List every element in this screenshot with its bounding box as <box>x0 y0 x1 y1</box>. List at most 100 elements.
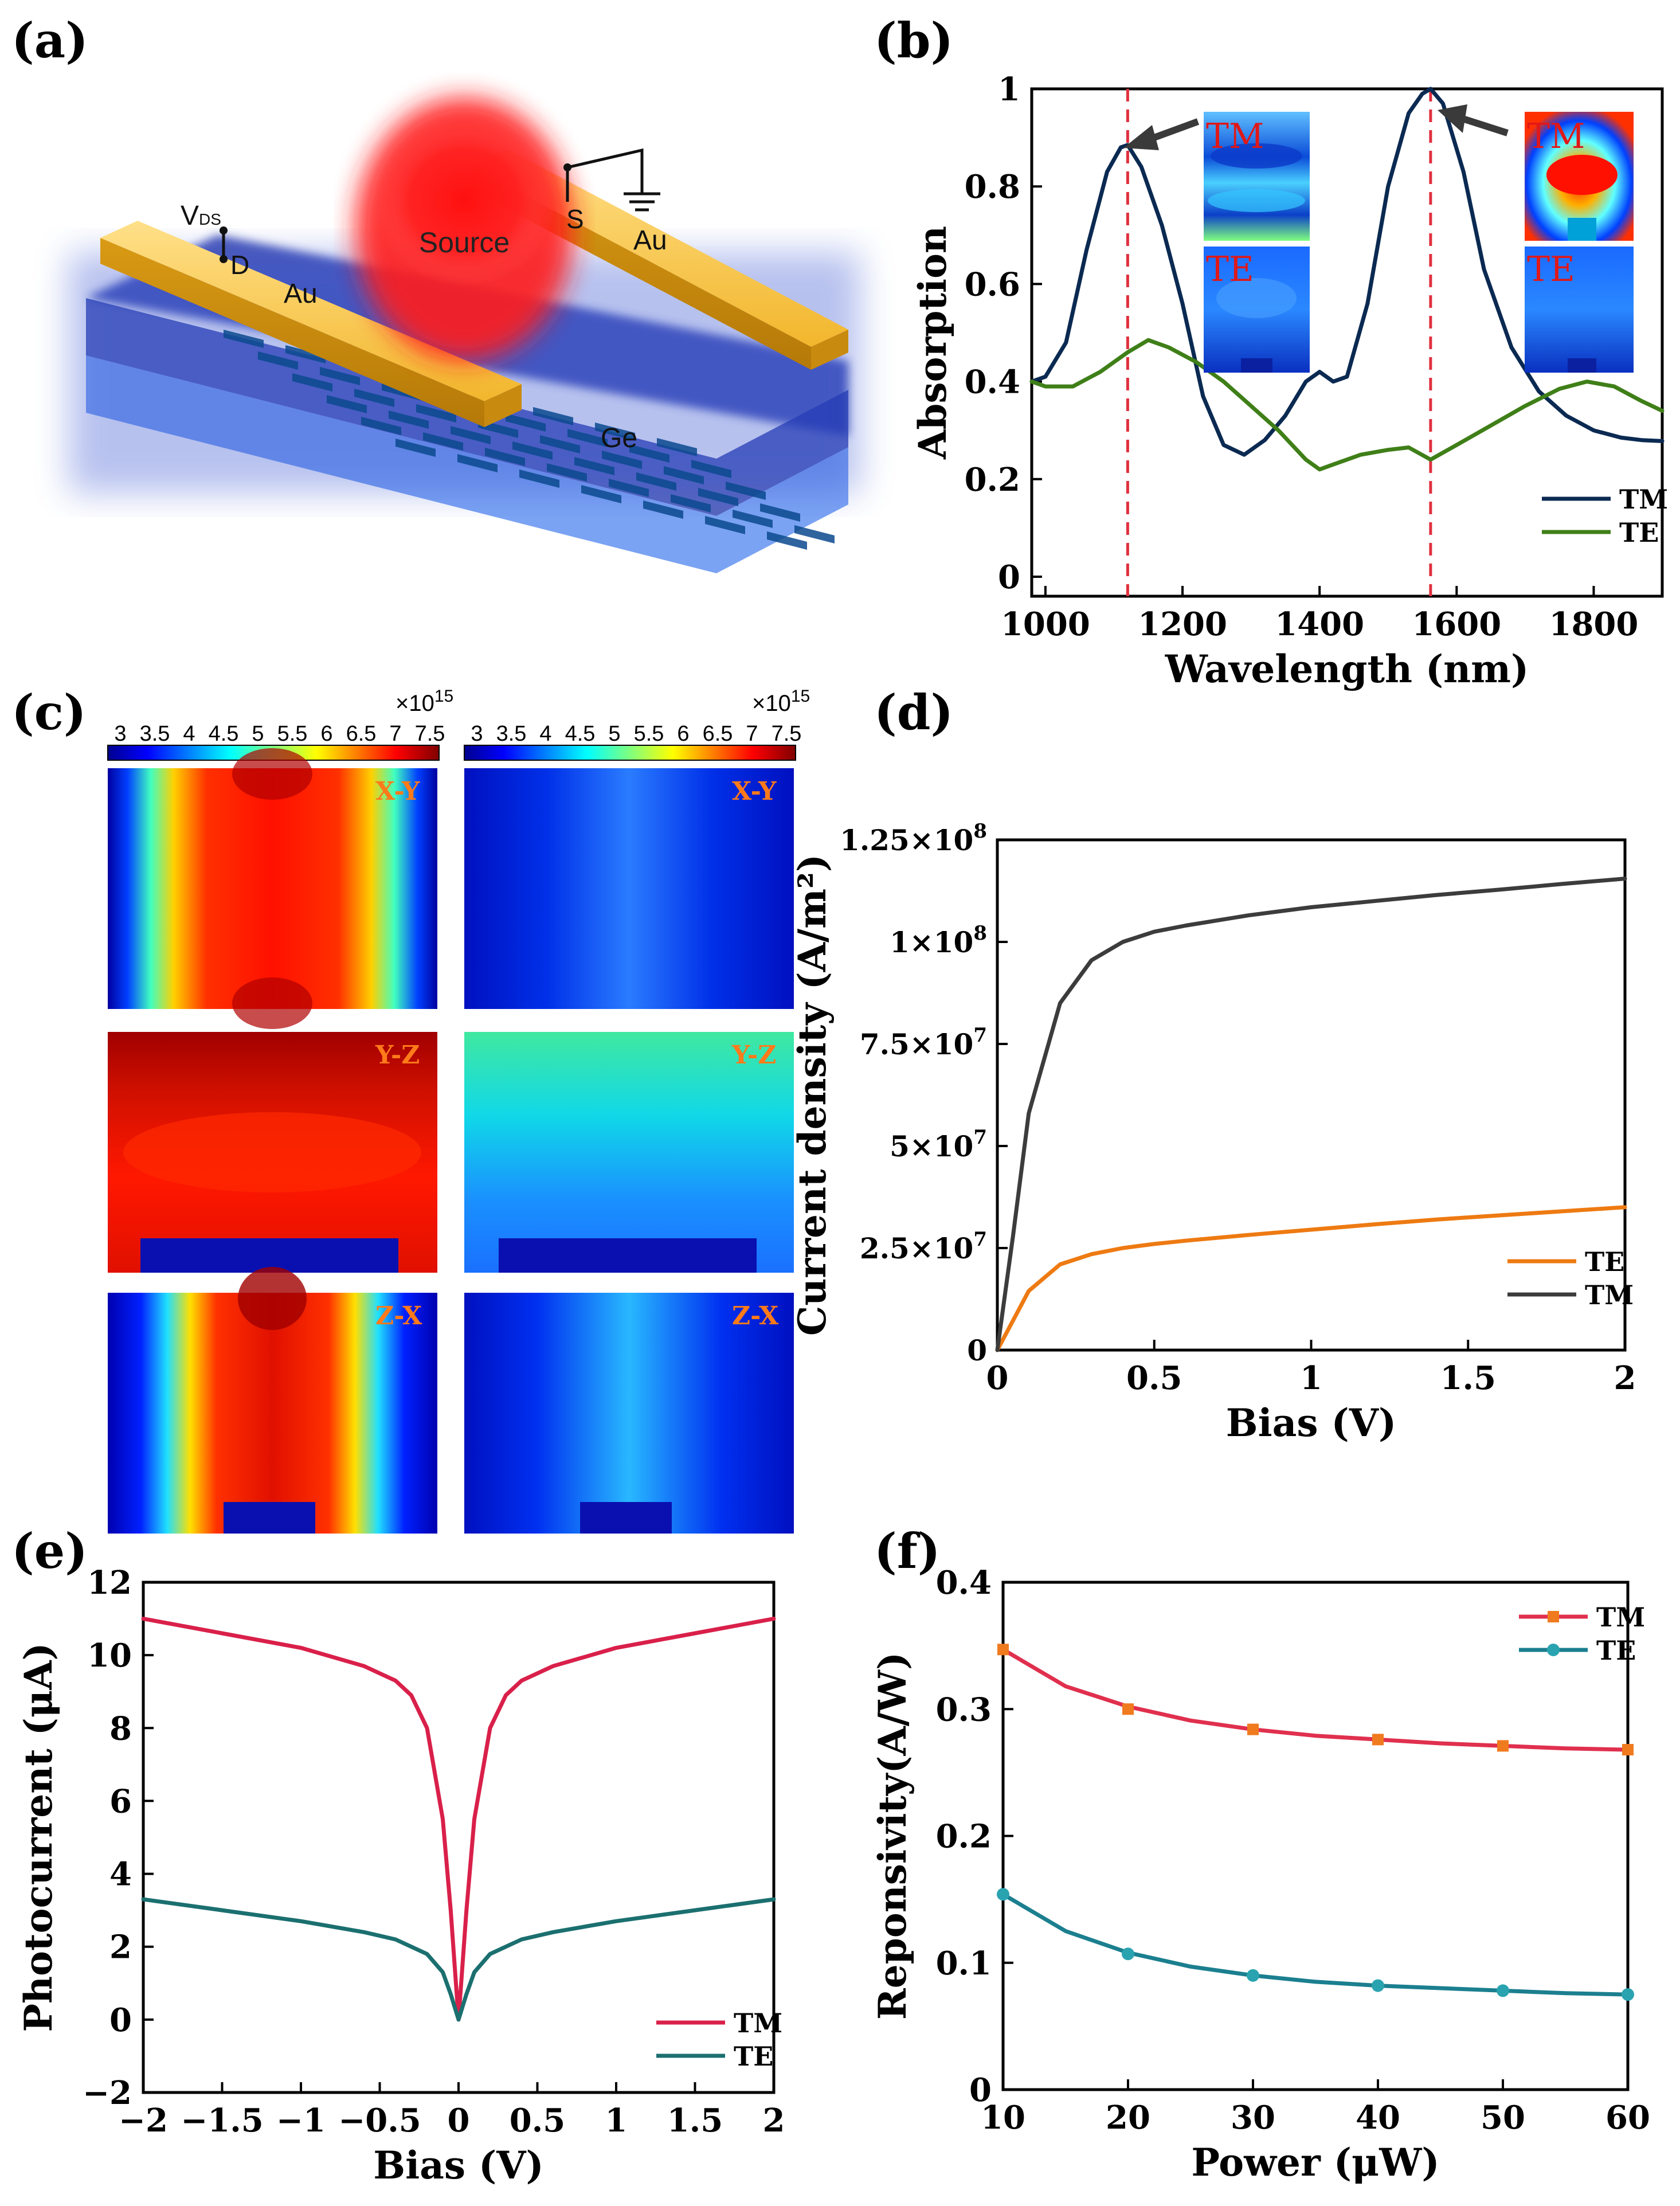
responsivity-chart: 10 20 30 40 50 60 0 0.1 0.2 0.3 0.4 Power (μW) Repon… <box>870 1564 1650 2185</box>
x-tick-label: 1 <box>1300 1359 1322 1397</box>
grating-bar <box>602 451 642 469</box>
y-tick-label: 0 <box>998 558 1020 596</box>
y-axis-label: Reponsivity(A/W) <box>870 1652 915 2020</box>
series-line-te <box>1001 1892 1630 1997</box>
plane-label-te-zx: Z-X <box>732 1301 779 1331</box>
x-tick-label: 20 <box>1106 2099 1150 2137</box>
panel-a: (a) S <box>11 12 860 573</box>
y-tick-label: 0.2 <box>965 461 1020 499</box>
field-map-te-zx: Z-X <box>464 1293 794 1534</box>
field-inset-te-1120: TE <box>1204 247 1310 373</box>
grating-bar <box>224 330 264 348</box>
colorbar-tick-label: 3.5 <box>140 722 170 746</box>
y-axis-label: Photocurrent (μA) <box>16 1642 61 2032</box>
grating-bar <box>691 460 731 478</box>
x-axis-label: Wavelength (nm) <box>1165 647 1529 691</box>
colorbar-exponent-tm: ×1015 <box>395 687 453 716</box>
grating-bar <box>643 500 683 519</box>
grating-bar <box>760 503 800 522</box>
grating-bar <box>512 441 553 460</box>
grating-bar <box>636 472 676 491</box>
field-map-te-xy: X-Y <box>464 768 794 1009</box>
grating-bar <box>567 429 608 447</box>
drain-label: D <box>230 250 249 280</box>
y-tick-label: 0 <box>109 2001 132 2039</box>
s-label: S <box>566 204 584 234</box>
colorbar-tick-label: 5.5 <box>634 722 664 746</box>
inset-tm-label-1: TM <box>1206 116 1264 157</box>
series-line-tm <box>1001 1647 1630 1752</box>
field-inset-tm-1120: TM <box>1204 112 1310 241</box>
legend-label-te: TE <box>1619 517 1659 548</box>
grating-bar <box>506 413 546 432</box>
x-tick-label: 50 <box>1481 2099 1525 2137</box>
grating-bar <box>664 466 704 484</box>
colorbar-tick-label: 7 <box>389 722 401 746</box>
source-label: Source <box>419 226 510 259</box>
grating-bar <box>327 395 367 413</box>
plane-label-te-xy: X-Y <box>732 777 777 806</box>
y-tick-label: 0 <box>969 2071 992 2109</box>
x-tick-label: 1400 <box>1275 605 1364 643</box>
grating-bar <box>705 516 745 534</box>
x-tick-label: 1 <box>605 2102 628 2139</box>
colorbar-tick-label: 4.5 <box>209 722 239 746</box>
colorbar-tick-label: 7 <box>746 722 758 746</box>
panel-label-f: (f) <box>874 1523 941 1579</box>
data-point-tm <box>1622 1744 1634 1756</box>
colorbar-tick-label: 7.5 <box>772 722 802 746</box>
series-line-tm <box>995 877 1627 1352</box>
colorbar-tick-label: 5.5 <box>277 722 308 746</box>
field-map-te-yz: Y-Z <box>464 1032 794 1273</box>
y-tick-label: 0.4 <box>965 363 1020 401</box>
legend-marker <box>1548 1611 1559 1622</box>
colorbar-tick-label: 7.5 <box>415 722 445 746</box>
data-point-tm <box>1122 1703 1134 1715</box>
x-tick-label: 1.5 <box>1440 1359 1496 1397</box>
colorbar-tick-label: 3 <box>471 722 483 746</box>
colorbar-tick-label: 6 <box>320 722 332 746</box>
grating-bar <box>595 423 635 441</box>
photocurrent-chart: −2 −1.5 −1 −0.5 0 0.5 1 1.5 2 −2 0 2 4 6 8 10 12 Bias (V)… <box>16 1564 785 2188</box>
y-tick-label: 0.3 <box>936 1691 992 1728</box>
x-tick-label: 2 <box>763 2102 785 2139</box>
grating-bar <box>320 367 360 385</box>
x-tick-label: 0 <box>986 1359 1009 1397</box>
x-axis-label: Bias (V) <box>1226 1401 1396 1445</box>
colorbar-tick-label: 3.5 <box>496 722 527 746</box>
x-tick-label: 1800 <box>1549 605 1639 643</box>
colorbar-tick-label: 4.5 <box>565 722 596 746</box>
series-line-te <box>141 1897 776 2022</box>
plane-label-tm-zx: Z-X <box>375 1301 422 1331</box>
y-tick-label: 7.5×107 <box>860 1024 987 1061</box>
data-point-te <box>1372 1979 1384 1992</box>
y-tick-label: 1.25×108 <box>840 820 987 857</box>
legend-label-tm: TM <box>734 2008 782 2039</box>
x-tick-label: 40 <box>1356 2099 1400 2137</box>
grating-bar <box>354 389 394 407</box>
x-tick-label: 1600 <box>1412 605 1501 643</box>
grating-bar <box>389 410 429 429</box>
legend-marker <box>1547 1644 1560 1656</box>
colorbar-tick-label: 6.5 <box>346 722 377 746</box>
source-terminal <box>563 163 571 171</box>
colorbar-ticks-te: 3 3.5 4 4.5 5 5.5 6 6.5 7 7.5 <box>471 722 801 746</box>
x-tick-label: 0.5 <box>510 2102 565 2139</box>
grating-bar <box>485 448 525 466</box>
y-tick-label: 2.5×107 <box>860 1228 987 1265</box>
field-map-tm-zx: Z-X <box>108 1267 437 1534</box>
field-inset-tm-1562: TM <box>1525 112 1634 241</box>
grating-bar <box>540 435 580 453</box>
plot-frame <box>996 838 1627 1352</box>
data-point-tm <box>1247 1723 1259 1735</box>
grating-bar <box>292 373 332 392</box>
au-electrode-left <box>100 221 522 427</box>
x-tick-label: 60 <box>1605 2099 1650 2137</box>
x-axis-label: Bias (V) <box>373 2143 543 2188</box>
series-line-tm <box>141 1617 776 2022</box>
legend-label-te: TE <box>1585 1246 1624 1277</box>
data-point-te <box>1497 1984 1509 1997</box>
data-point-te <box>1247 1969 1259 1982</box>
y-tick-label: 0.2 <box>936 1818 992 1856</box>
data-point-tm <box>1497 1740 1509 1752</box>
